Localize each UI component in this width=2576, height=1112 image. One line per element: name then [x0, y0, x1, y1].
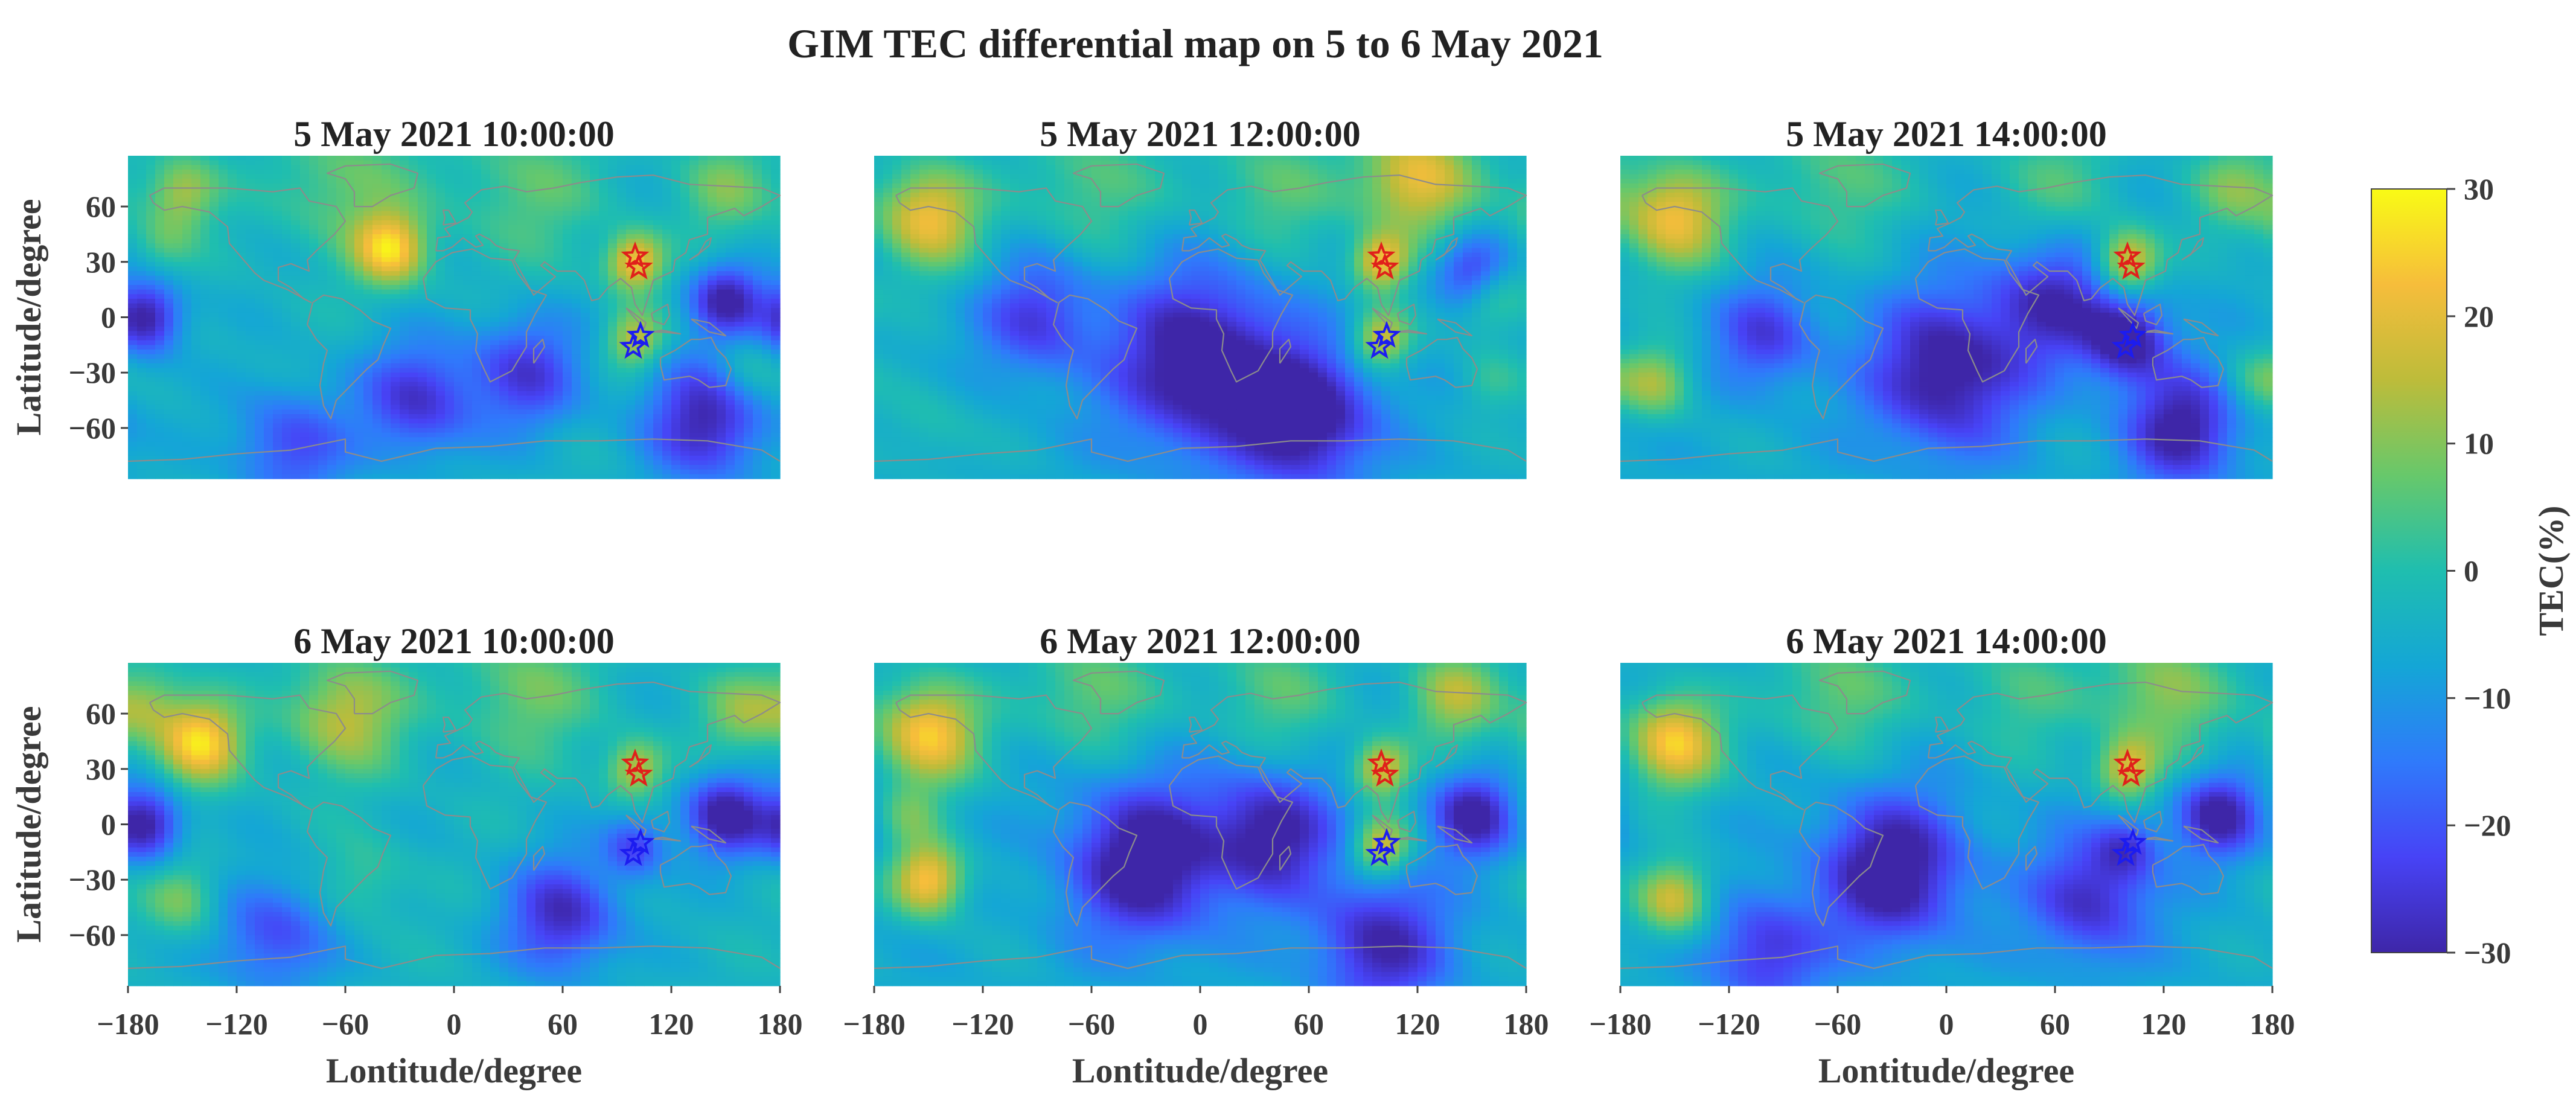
x-tick-label: 60 — [2040, 1007, 2070, 1041]
panel-title: 6 May 2021 12:00:00 — [1040, 621, 1361, 661]
blue-star-north-marker — [626, 321, 655, 348]
coastlines — [1620, 670, 2274, 970]
panel-4: 6 May 2021 10:00:00 60 30 0 −30 −60 Latitude/d… — [9, 621, 803, 1090]
colorbar: 30 20 10 0 −10 −20 −30 TEC(%) — [2371, 172, 2571, 970]
x-tick-label: 0 — [1939, 1007, 1954, 1041]
y-tick-label: 30 — [86, 245, 116, 279]
y-tick-label: 0 — [101, 301, 116, 334]
panel-title: 6 May 2021 14:00:00 — [1786, 621, 2107, 661]
x-tick-label: −120 — [1698, 1007, 1760, 1041]
blue-star-north-marker — [2118, 321, 2147, 348]
colorbar-gradient — [2371, 188, 2447, 953]
y-tick-label: −30 — [69, 356, 117, 389]
x-axis-label: Lontitude/degree — [1072, 1051, 1328, 1090]
x-tick-label: 0 — [447, 1007, 462, 1041]
x-tick-label: −180 — [97, 1007, 159, 1041]
colorbar-label: TEC(%) — [2531, 506, 2571, 636]
panel-title: 6 May 2021 10:00:00 — [293, 621, 615, 661]
x-tick-label: −60 — [1814, 1007, 1862, 1041]
y-axis-label: Latitude/degree — [9, 706, 48, 943]
coastlines — [127, 670, 781, 970]
red-star-north-marker — [1367, 241, 1396, 269]
red-star-south-marker — [1370, 252, 1399, 280]
y-axis-label: Latitude/degree — [9, 199, 48, 436]
x-tick-label: 120 — [649, 1007, 694, 1041]
red-star-north-marker — [2113, 748, 2142, 776]
colorbar-tick-label: 20 — [2464, 299, 2494, 333]
y-tick-label: −60 — [69, 411, 117, 445]
panel-3: 5 May 2021 14:00:00 — [1620, 114, 2274, 479]
x-tick-label: 180 — [758, 1007, 803, 1041]
red-star-north-marker — [2113, 241, 2142, 269]
red-star-south-marker — [624, 759, 653, 787]
x-tick-label: −60 — [322, 1007, 369, 1041]
blue-star-north-marker — [626, 828, 655, 855]
panel-1: 5 May 2021 10:00:00 60 30 0 −30 −60 Latitude/d… — [9, 114, 781, 479]
panel-5: 6 May 2021 12:00:00 −180 −120 −60 0 60 120 180 L… — [843, 621, 1548, 1090]
red-star-north-marker — [621, 241, 650, 269]
panel-6: 6 May 2021 14:00:00 −180 −120 −60 0 60 120 180 L… — [1589, 621, 2295, 1090]
x-tick-label: 180 — [2250, 1007, 2295, 1041]
heatmap-cells — [874, 156, 1527, 479]
red-star-north-marker — [1367, 748, 1396, 776]
coastlines — [874, 163, 1527, 462]
y-tick-label: −60 — [69, 918, 117, 952]
heatmap-cells — [1620, 663, 2273, 986]
heatmap-cells — [874, 663, 1527, 986]
blue-star-south-marker — [619, 331, 648, 359]
y-tick-label: 30 — [86, 752, 116, 786]
blue-star-north-marker — [2118, 828, 2147, 855]
blue-star-south-marker — [2111, 839, 2140, 866]
colorbar-tick-label: −30 — [2464, 936, 2511, 970]
x-tick-label: 120 — [2141, 1007, 2187, 1041]
blue-star-north-marker — [1372, 828, 1401, 855]
panel-title: 5 May 2021 12:00:00 — [1040, 114, 1361, 154]
colorbar-tick-label: −20 — [2464, 808, 2511, 842]
red-star-south-marker — [2117, 252, 2146, 280]
red-star-south-marker — [2117, 759, 2146, 787]
panel-title: 5 May 2021 10:00:00 — [293, 114, 615, 154]
y-tick-label: 60 — [86, 190, 116, 223]
x-tick-label: −180 — [1589, 1007, 1652, 1041]
x-axis-label: Lontitude/degree — [1818, 1051, 2074, 1090]
blue-star-south-marker — [1365, 331, 1394, 359]
colorbar-tick-label: 30 — [2464, 172, 2494, 206]
colorbar-tick-label: 0 — [2464, 554, 2479, 588]
x-tick-label: −120 — [951, 1007, 1014, 1041]
y-tick-label: 0 — [101, 808, 116, 842]
x-tick-label: 0 — [1193, 1007, 1208, 1041]
x-tick-label: −120 — [205, 1007, 268, 1041]
figure-title: GIM TEC differential map on 5 to 6 May 2… — [787, 21, 1603, 66]
red-star-south-marker — [624, 252, 653, 280]
panel-title: 5 May 2021 14:00:00 — [1786, 114, 2107, 154]
blue-star-south-marker — [619, 839, 648, 866]
coastlines — [1620, 163, 2274, 462]
y-tick-label: −30 — [69, 863, 117, 896]
blue-star-north-marker — [1372, 321, 1401, 348]
x-tick-label: −180 — [843, 1007, 906, 1041]
y-tick-label: 60 — [86, 697, 116, 730]
x-tick-label: 120 — [1395, 1007, 1440, 1041]
x-tick-label: 60 — [548, 1007, 578, 1041]
panel-2: 5 May 2021 12:00:00 — [874, 114, 1527, 479]
x-tick-label: 60 — [1294, 1007, 1324, 1041]
heatmap-cells — [1620, 156, 2273, 479]
coastlines — [127, 163, 781, 462]
colorbar-tick-label: −10 — [2464, 681, 2511, 715]
red-star-north-marker — [621, 748, 650, 776]
x-axis-label: Lontitude/degree — [326, 1051, 582, 1090]
x-tick-label: −60 — [1068, 1007, 1116, 1041]
x-tick-label: 180 — [1504, 1007, 1549, 1041]
heatmap-cells — [128, 663, 781, 986]
blue-star-south-marker — [1365, 839, 1394, 866]
heatmap-cells — [128, 156, 781, 479]
red-star-south-marker — [1370, 759, 1399, 787]
blue-star-south-marker — [2111, 331, 2140, 359]
colorbar-tick-label: 10 — [2464, 427, 2494, 461]
coastlines — [874, 670, 1527, 970]
